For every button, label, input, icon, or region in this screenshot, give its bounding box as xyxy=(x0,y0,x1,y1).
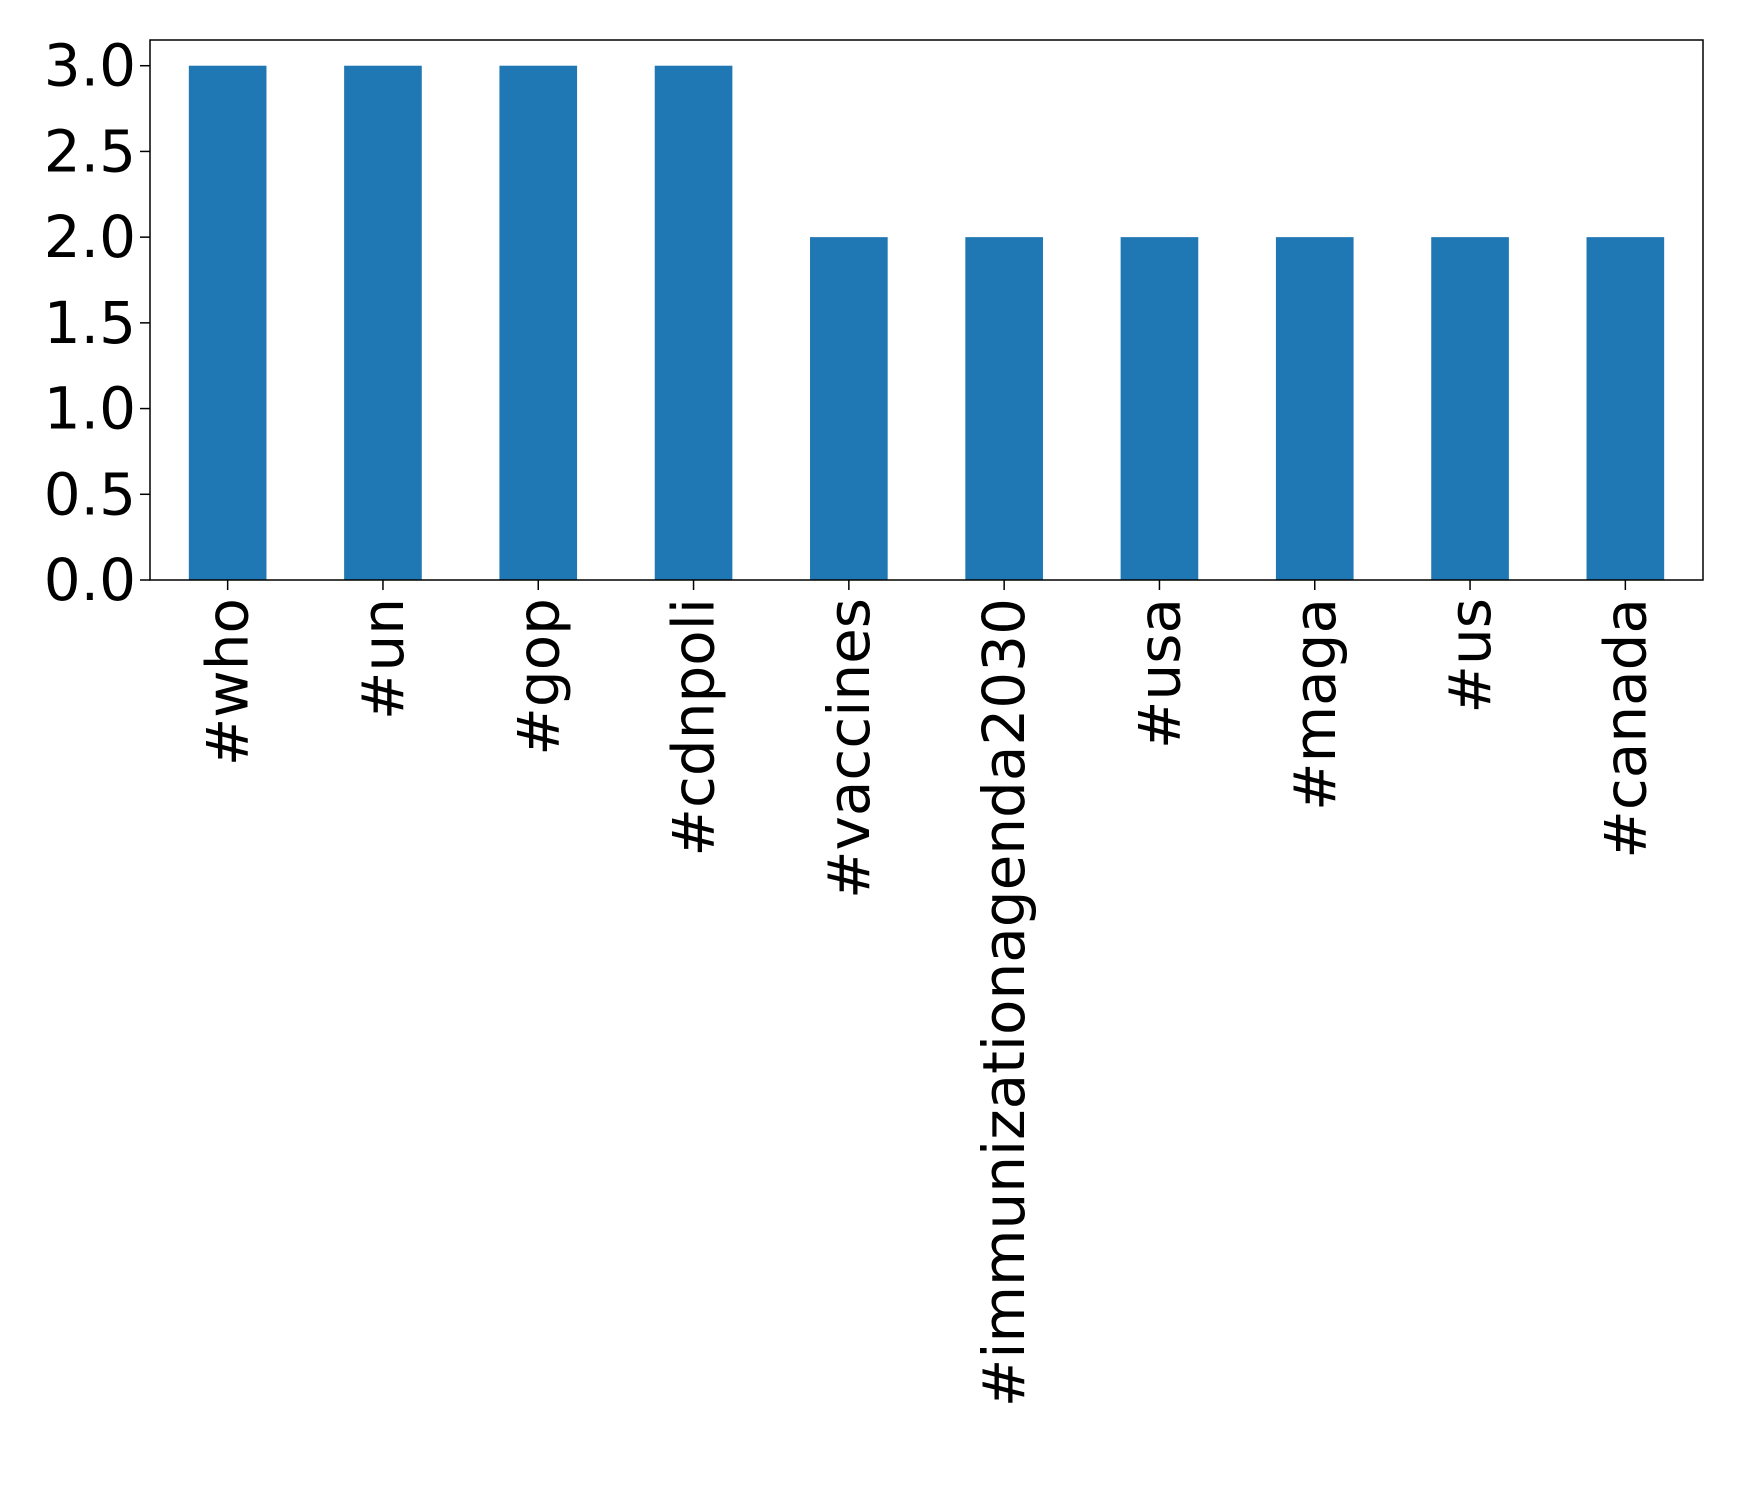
x-tick-label: #un xyxy=(349,598,417,720)
y-tick-label: 1.0 xyxy=(44,375,136,443)
x-tick-label: #maga xyxy=(1281,598,1349,811)
plot-frame xyxy=(149,39,1704,581)
bar-vaccines xyxy=(810,237,888,580)
bar-cdnpoli xyxy=(654,65,733,580)
bar-usa xyxy=(1120,237,1199,580)
x-tick-label: #cdnpoli xyxy=(660,598,728,857)
bar-who xyxy=(188,65,267,580)
x-axis: #who #un #gop #cdnpoli #vaccines #immunizatio… xyxy=(194,580,1659,1407)
y-tick-label: 3.0 xyxy=(44,32,136,100)
bar-un xyxy=(344,65,422,580)
bar-gop xyxy=(499,65,578,580)
bars-group xyxy=(188,65,1665,580)
y-tick-label: 2.0 xyxy=(44,203,136,271)
x-tick-label: #canada xyxy=(1591,598,1659,859)
bar-us xyxy=(1431,237,1509,580)
x-tick-label: #gop xyxy=(504,598,572,756)
y-tick-label: 2.5 xyxy=(44,117,136,185)
bar-canada xyxy=(1586,237,1665,580)
y-axis: 0.0 0.5 1.0 1.5 2.0 2.5 3.0 xyxy=(44,32,150,614)
y-tick-label: 1.5 xyxy=(44,289,136,357)
bar-immunizationagenda2030 xyxy=(965,237,1043,580)
y-tick-label: 0.5 xyxy=(44,460,136,528)
x-tick-label: #usa xyxy=(1125,598,1193,749)
bar-maga xyxy=(1275,237,1354,580)
x-tick-label: #us xyxy=(1436,598,1504,714)
x-tick-label: #immunizationagenda2030 xyxy=(970,598,1038,1407)
y-tick-label: 0.0 xyxy=(44,546,136,614)
x-tick-label: #who xyxy=(194,598,262,766)
x-tick-label: #vaccines xyxy=(815,598,883,899)
